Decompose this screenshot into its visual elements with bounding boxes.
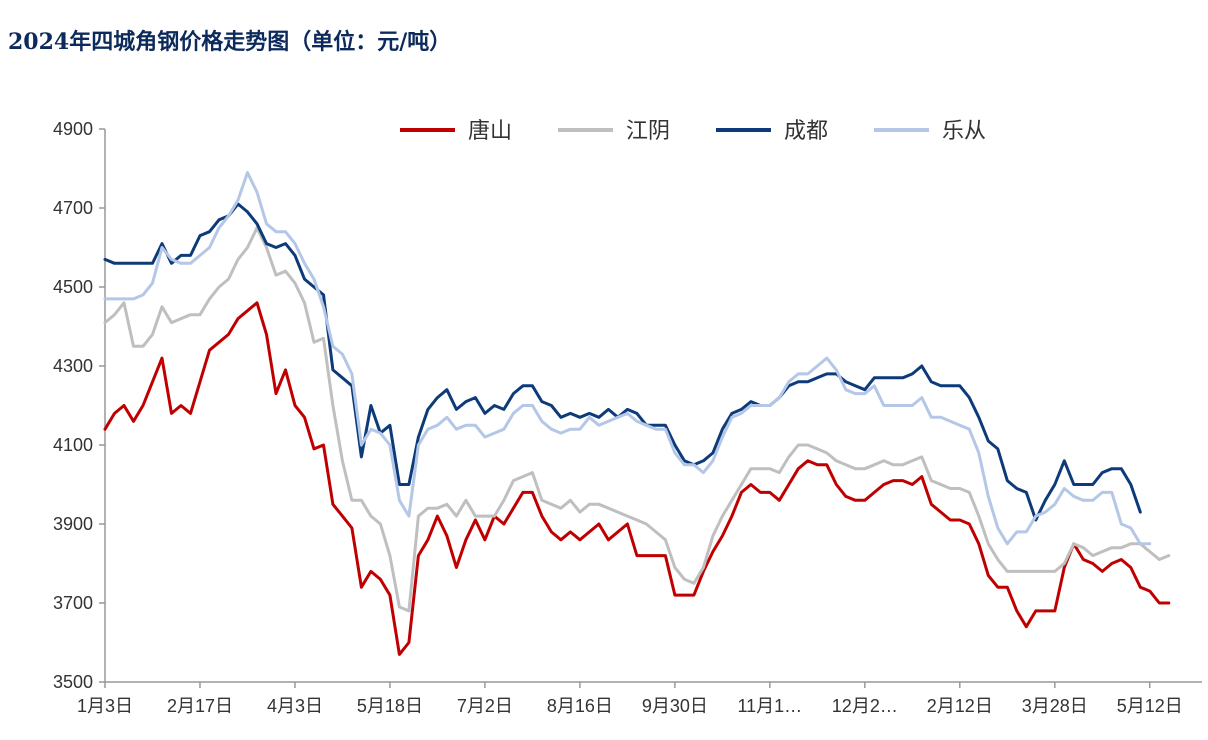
x-tick-label: 4月3日 <box>267 696 323 716</box>
x-tick-label: 8月16日 <box>547 696 613 716</box>
x-tick-label: 11月1… <box>737 696 802 716</box>
x-tick-label: 2月17日 <box>167 696 233 716</box>
y-tick-label: 3500 <box>53 672 93 692</box>
legend-label-成都: 成都 <box>784 119 828 144</box>
series-line-成都 <box>103 202 1142 522</box>
legend-label-江阴: 江阴 <box>626 119 670 144</box>
y-tick-label: 4100 <box>53 435 93 455</box>
chart-title: 2024年四城角钢价格走势图（单位：元/吨） <box>8 29 452 55</box>
series-line-唐山 <box>103 301 1171 656</box>
y-tick-label: 4900 <box>53 119 93 139</box>
x-tick-label: 9月30日 <box>642 696 708 716</box>
x-tick-label: 1月3日 <box>77 696 133 716</box>
y-tick-label: 4300 <box>53 356 93 376</box>
x-tick-label: 7月2日 <box>457 696 513 716</box>
legend: 唐山 江阴 成都 乐从 <box>400 119 986 144</box>
legend-label-乐从: 乐从 <box>942 119 986 144</box>
series-line-江阴 <box>103 226 1171 613</box>
x-tick-label: 5月18日 <box>357 696 423 716</box>
y-tick-label: 4700 <box>53 198 93 218</box>
y-tick-label: 3700 <box>53 593 93 613</box>
y-tick-label: 4500 <box>53 277 93 297</box>
legend-label-唐山: 唐山 <box>468 119 512 144</box>
series-line-乐从 <box>103 171 1152 546</box>
x-tick-label: 5月12日 <box>1117 696 1183 716</box>
axes: 3500 3700 3900 4100 4300 4500 4700 4900 1月3日 2月17… <box>53 119 1202 716</box>
x-tick-label: 12月2… <box>832 696 898 716</box>
series-lines <box>103 171 1171 656</box>
y-tick-label: 3900 <box>53 514 93 534</box>
x-tick-label: 2月12日 <box>927 696 993 716</box>
x-tick-label: 3月28日 <box>1022 696 1088 716</box>
